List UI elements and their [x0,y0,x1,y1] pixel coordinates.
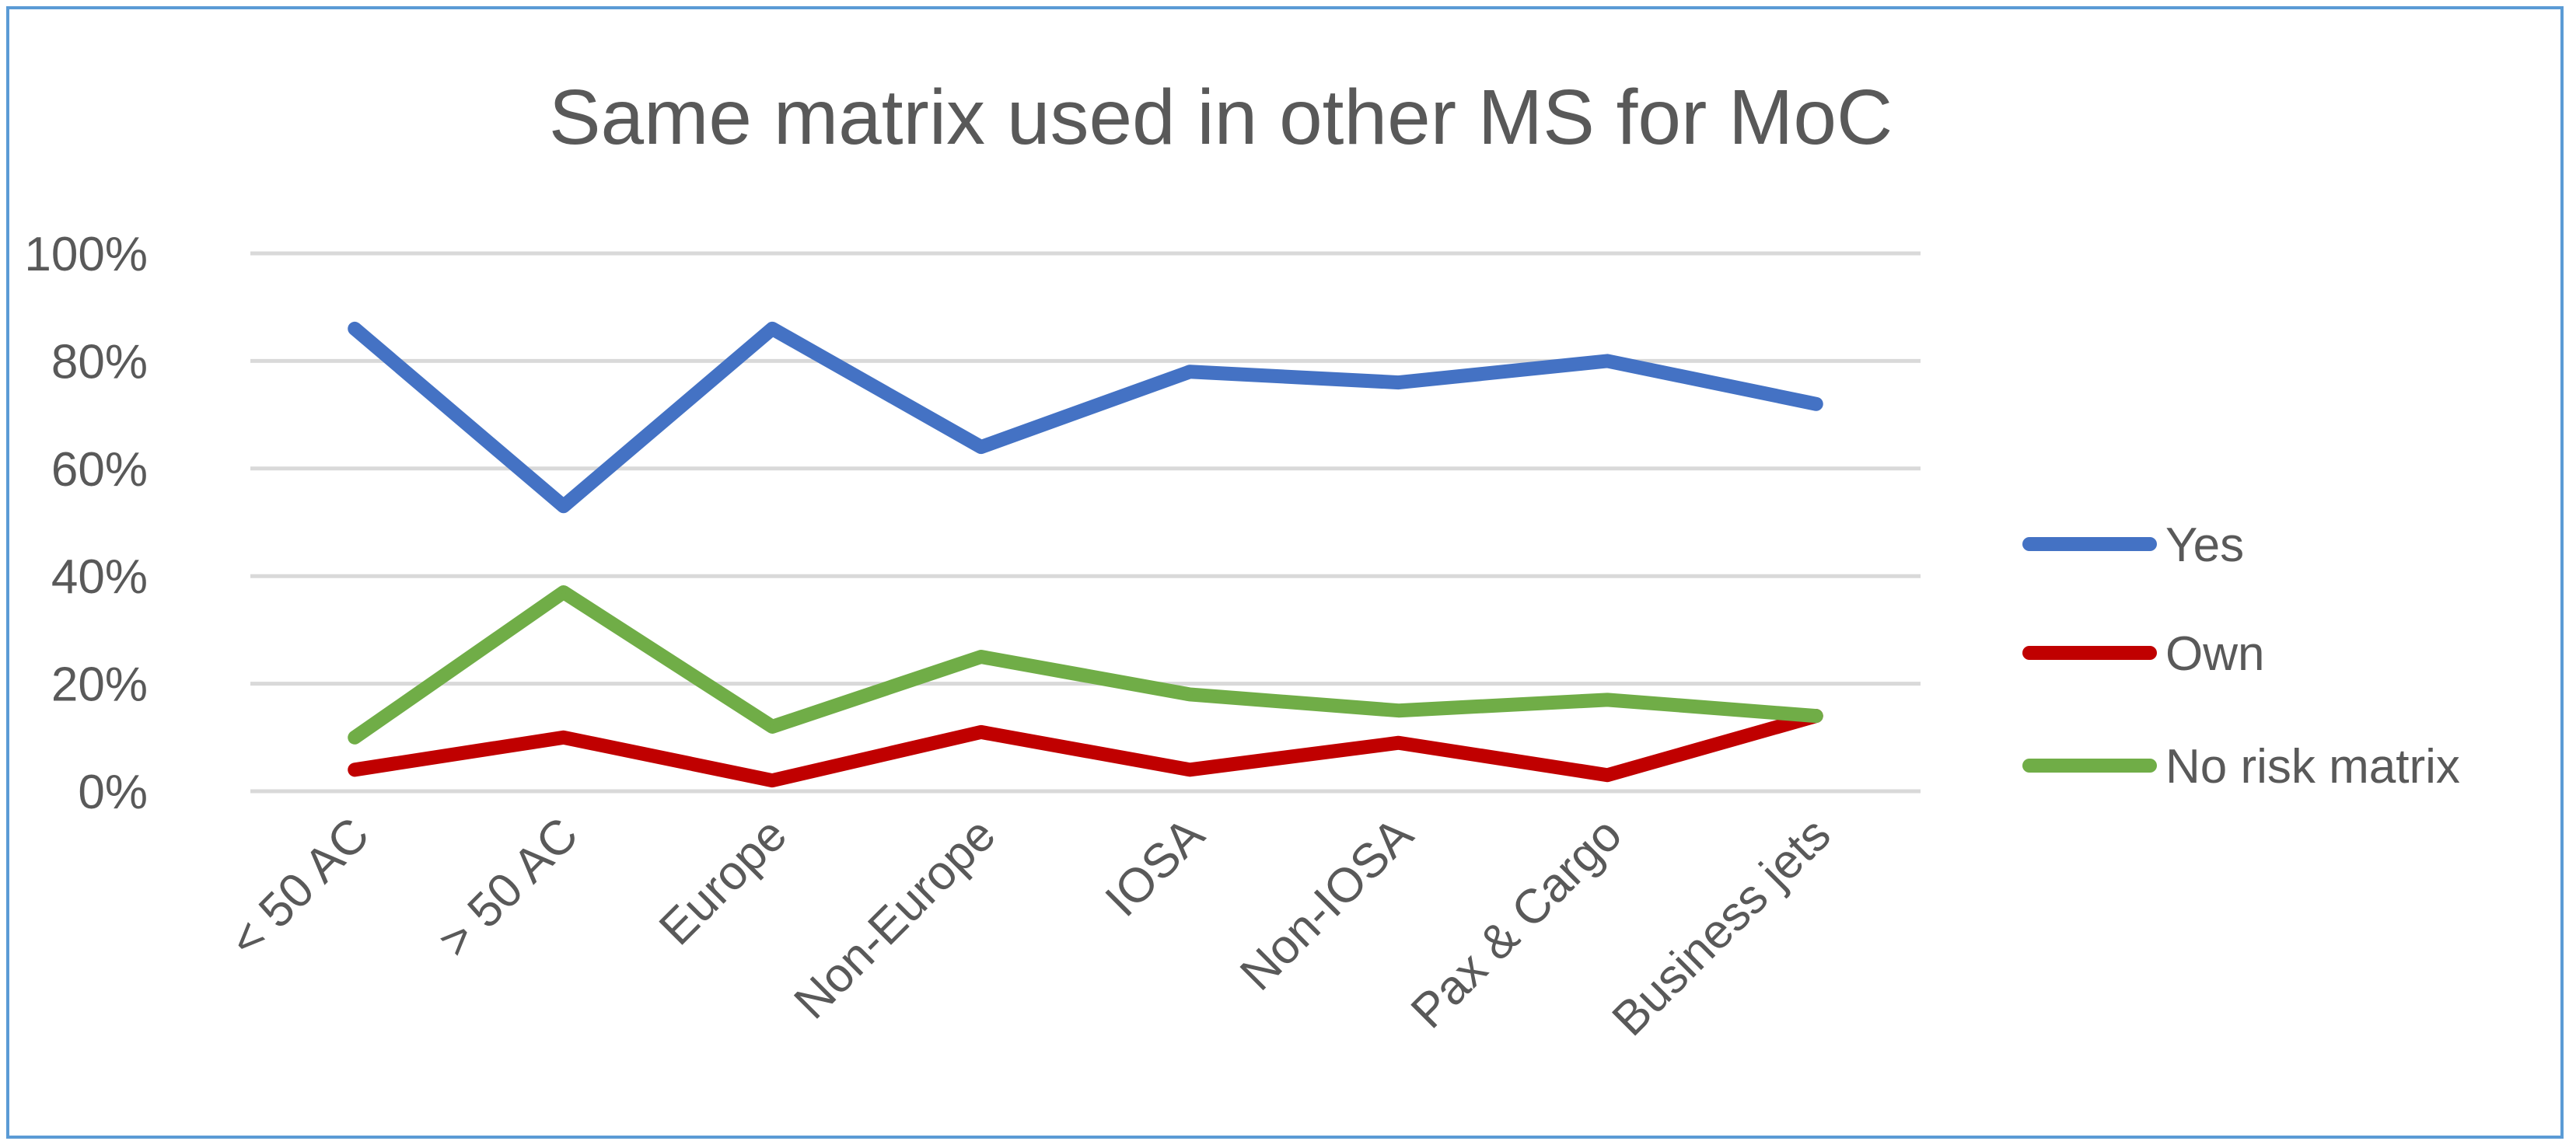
legend-label: No risk matrix [2165,740,2460,794]
data-point [561,735,566,740]
data-point [770,724,775,729]
series-line-own [348,709,1823,788]
x-tick-label: Non-Europe [784,808,1005,1029]
y-tick-label: 60% [51,443,148,497]
x-tick-label: Business jets [1603,808,1841,1046]
data-point [978,729,984,735]
y-tick-label: 20% [51,658,148,712]
y-tick-label: 100% [24,228,148,281]
data-point [561,504,566,509]
legend: Yes Own No risk matrix [2022,518,2460,794]
x-tick-label: < 50 AC [219,808,379,968]
y-axis-ticks: 0% 20% 40% 60% 80% 100% [24,228,148,819]
data-point [1605,697,1610,703]
data-point [1605,773,1610,778]
x-tick-label: Pax & Cargo [1401,808,1632,1038]
y-tick-label: 80% [51,335,148,389]
x-tick-label: Europe [649,808,797,955]
data-point [352,326,358,331]
series-line-no-risk-matrix [348,584,1823,745]
x-tick-label: > 50 AC [428,808,589,968]
legend-label: Yes [2165,518,2244,572]
data-point [1187,767,1193,773]
x-tick-label: IOSA [1096,808,1215,927]
series-line-yes [348,321,1823,514]
chart-title: Same matrix used in other MS for MoC [549,74,1893,161]
data-point [770,778,775,783]
data-point [1813,401,1819,407]
data-point [978,654,984,659]
data-point [352,735,358,740]
data-point [1396,380,1401,386]
data-point [1396,708,1401,714]
y-tick-label: 0% [78,766,148,819]
data-point [770,326,775,331]
data-point [978,445,984,450]
gridlines [250,251,1921,794]
series-lines [348,321,1823,788]
y-tick-label: 40% [51,550,148,604]
data-point [352,767,358,773]
chart-frame [6,6,2564,1139]
data-point [1187,369,1193,375]
data-point [1187,692,1193,697]
legend-label: Own [2165,627,2264,681]
data-point [1396,740,1401,745]
data-point [1813,714,1819,719]
data-point [561,589,566,595]
data-point [1605,358,1610,364]
x-tick-label: Non-IOSA [1230,808,1424,1001]
